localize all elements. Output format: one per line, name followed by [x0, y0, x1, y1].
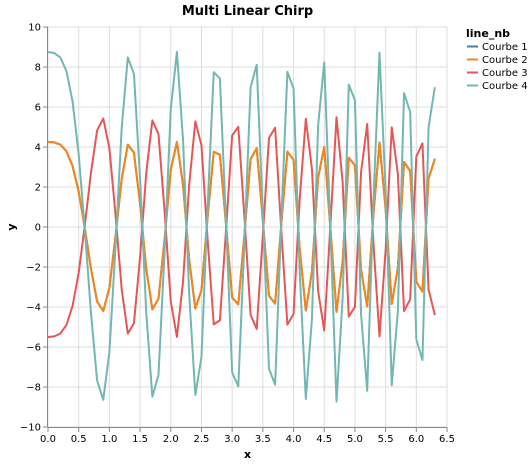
x-tick-label: 5.5: [378, 434, 394, 445]
x-tick-label: 4.0: [286, 434, 302, 445]
x-tick-label: 3.5: [255, 434, 271, 445]
x-tick-label: 5.0: [347, 434, 363, 445]
legend-label-1: Courbe 1: [482, 42, 528, 53]
series-line-3: [47, 116, 436, 338]
y-tick-label: −8: [26, 383, 41, 394]
legend-label-2: Courbe 2: [482, 55, 528, 66]
legend-label-3: Courbe 3: [482, 68, 528, 79]
legend-title: line_nb: [466, 27, 510, 40]
y-tick-label: −10: [20, 423, 41, 434]
y-tick-label: 8: [35, 63, 41, 74]
x-tick-label: 2.5: [194, 434, 210, 445]
y-tick-label: 10: [28, 23, 41, 34]
y-tick-label: −4: [26, 303, 41, 314]
x-tick-label: 1.0: [101, 434, 117, 445]
x-tick-label: 0.0: [40, 434, 56, 445]
y-tick-label: −6: [26, 343, 41, 354]
y-tick-label: 6: [35, 103, 41, 114]
x-tick-label: 2.0: [163, 434, 179, 445]
x-tick-label: 3.0: [224, 434, 240, 445]
legend-label-4: Courbe 4: [482, 81, 528, 92]
y-tick-label: 0: [35, 223, 41, 234]
y-tick-label: 4: [35, 143, 41, 154]
y-tick-label: 2: [35, 183, 41, 194]
x-tick-label: 4.5: [316, 434, 332, 445]
series-line-2: [47, 141, 436, 313]
y-tick-label: −2: [26, 263, 41, 274]
y-axis-title: y: [5, 223, 18, 230]
chart-title: Multi Linear Chirp: [182, 4, 313, 19]
x-tick-label: 1.5: [132, 434, 148, 445]
x-tick-label: 0.5: [71, 434, 87, 445]
x-tick-label: 6.0: [408, 434, 424, 445]
x-tick-label: 6.5: [439, 434, 455, 445]
x-axis-title: x: [244, 448, 251, 461]
series-line-4: [47, 51, 436, 403]
